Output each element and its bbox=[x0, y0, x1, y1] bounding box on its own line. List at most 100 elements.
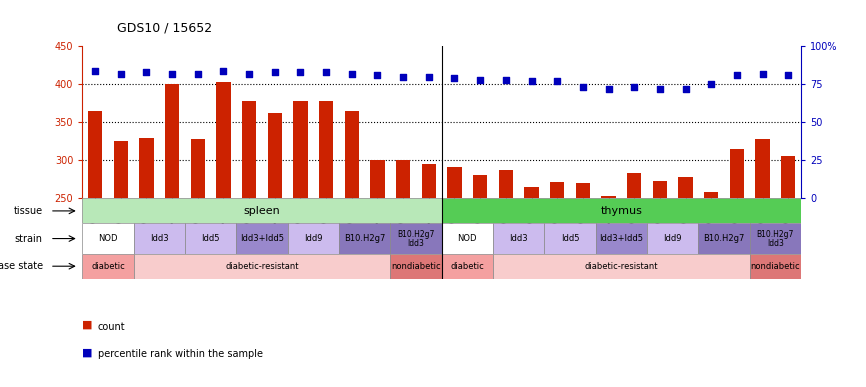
Bar bbox=[653, 181, 667, 199]
Bar bbox=[345, 111, 359, 199]
Bar bbox=[525, 187, 539, 199]
Bar bbox=[781, 156, 795, 199]
Bar bbox=[755, 139, 770, 199]
Bar bbox=[448, 166, 462, 199]
Bar bbox=[113, 142, 128, 199]
Bar bbox=[82, 254, 133, 279]
Bar bbox=[596, 223, 647, 254]
Point bbox=[242, 71, 256, 77]
Bar bbox=[422, 164, 436, 199]
Point bbox=[653, 86, 667, 92]
Bar bbox=[288, 223, 339, 254]
Point bbox=[397, 74, 410, 80]
Point bbox=[216, 68, 230, 74]
Text: diabetic-resistant: diabetic-resistant bbox=[585, 262, 658, 271]
Bar bbox=[576, 183, 590, 199]
Text: diabetic: diabetic bbox=[91, 262, 125, 271]
Bar bbox=[750, 254, 801, 279]
Point bbox=[525, 78, 539, 84]
Point bbox=[320, 69, 333, 75]
Bar bbox=[704, 192, 718, 199]
Point bbox=[113, 71, 127, 77]
Point bbox=[88, 68, 102, 74]
Point bbox=[191, 71, 204, 77]
Point bbox=[730, 72, 744, 79]
Bar bbox=[319, 101, 333, 199]
Text: GDS10 / 15652: GDS10 / 15652 bbox=[117, 22, 212, 35]
Point bbox=[550, 78, 564, 84]
Text: B10.H2g7
ldd3: B10.H2g7 ldd3 bbox=[757, 229, 794, 248]
Bar bbox=[242, 101, 256, 199]
Bar bbox=[473, 175, 488, 199]
Bar bbox=[165, 84, 179, 199]
Bar bbox=[396, 161, 410, 199]
Text: tissue: tissue bbox=[14, 206, 42, 216]
Point bbox=[473, 77, 487, 83]
Bar bbox=[750, 223, 801, 254]
Text: Idd3: Idd3 bbox=[509, 234, 528, 243]
Bar bbox=[139, 138, 153, 199]
Point bbox=[165, 71, 179, 77]
Bar bbox=[185, 223, 236, 254]
Bar bbox=[493, 223, 545, 254]
Bar bbox=[730, 149, 744, 199]
Point bbox=[627, 84, 641, 91]
Point bbox=[679, 86, 693, 92]
Bar bbox=[371, 161, 385, 199]
Text: B10.H2g7
ldd3: B10.H2g7 ldd3 bbox=[397, 229, 435, 248]
Text: disease state: disease state bbox=[0, 261, 42, 271]
Text: nondiabetic: nondiabetic bbox=[391, 262, 441, 271]
Text: Idd3+Idd5: Idd3+Idd5 bbox=[240, 234, 284, 243]
Text: NOD: NOD bbox=[457, 234, 477, 243]
Text: Idd3: Idd3 bbox=[150, 234, 169, 243]
Text: NOD: NOD bbox=[98, 234, 118, 243]
Bar bbox=[82, 199, 442, 223]
Point bbox=[139, 69, 153, 75]
Text: ■: ■ bbox=[82, 347, 93, 357]
Bar bbox=[268, 113, 281, 199]
Point bbox=[448, 75, 462, 82]
Point bbox=[756, 71, 770, 77]
Text: Idd5: Idd5 bbox=[561, 234, 579, 243]
Text: thymus: thymus bbox=[600, 206, 643, 216]
Point bbox=[704, 81, 718, 87]
Bar bbox=[339, 223, 391, 254]
Bar bbox=[216, 82, 230, 199]
Point bbox=[781, 72, 795, 79]
Text: Idd5: Idd5 bbox=[202, 234, 220, 243]
Point bbox=[371, 72, 385, 79]
Bar bbox=[442, 223, 493, 254]
Bar bbox=[493, 254, 750, 279]
Bar bbox=[627, 173, 641, 199]
Bar bbox=[442, 254, 493, 279]
Point bbox=[345, 71, 359, 77]
Text: count: count bbox=[98, 322, 126, 332]
Bar bbox=[391, 254, 442, 279]
Text: ■: ■ bbox=[82, 320, 93, 330]
Bar bbox=[391, 223, 442, 254]
Point bbox=[499, 77, 513, 83]
Bar bbox=[191, 139, 205, 199]
Point bbox=[422, 74, 436, 80]
Bar bbox=[647, 223, 698, 254]
Point bbox=[294, 69, 307, 75]
Bar bbox=[133, 223, 185, 254]
Text: diabetic: diabetic bbox=[450, 262, 484, 271]
Bar bbox=[550, 182, 565, 199]
Text: percentile rank within the sample: percentile rank within the sample bbox=[98, 349, 263, 359]
Text: Idd3+Idd5: Idd3+Idd5 bbox=[599, 234, 643, 243]
Point bbox=[576, 84, 590, 91]
Text: strain: strain bbox=[15, 234, 42, 243]
Text: spleen: spleen bbox=[243, 206, 281, 216]
Text: B10.H2g7: B10.H2g7 bbox=[344, 234, 385, 243]
Bar bbox=[236, 223, 288, 254]
Bar bbox=[499, 170, 513, 199]
Text: B10.H2g7: B10.H2g7 bbox=[703, 234, 745, 243]
Bar bbox=[82, 223, 133, 254]
Bar bbox=[545, 223, 596, 254]
Bar bbox=[442, 199, 801, 223]
Point bbox=[602, 86, 616, 92]
Bar bbox=[133, 254, 391, 279]
Bar bbox=[678, 177, 693, 199]
Bar bbox=[294, 101, 307, 199]
